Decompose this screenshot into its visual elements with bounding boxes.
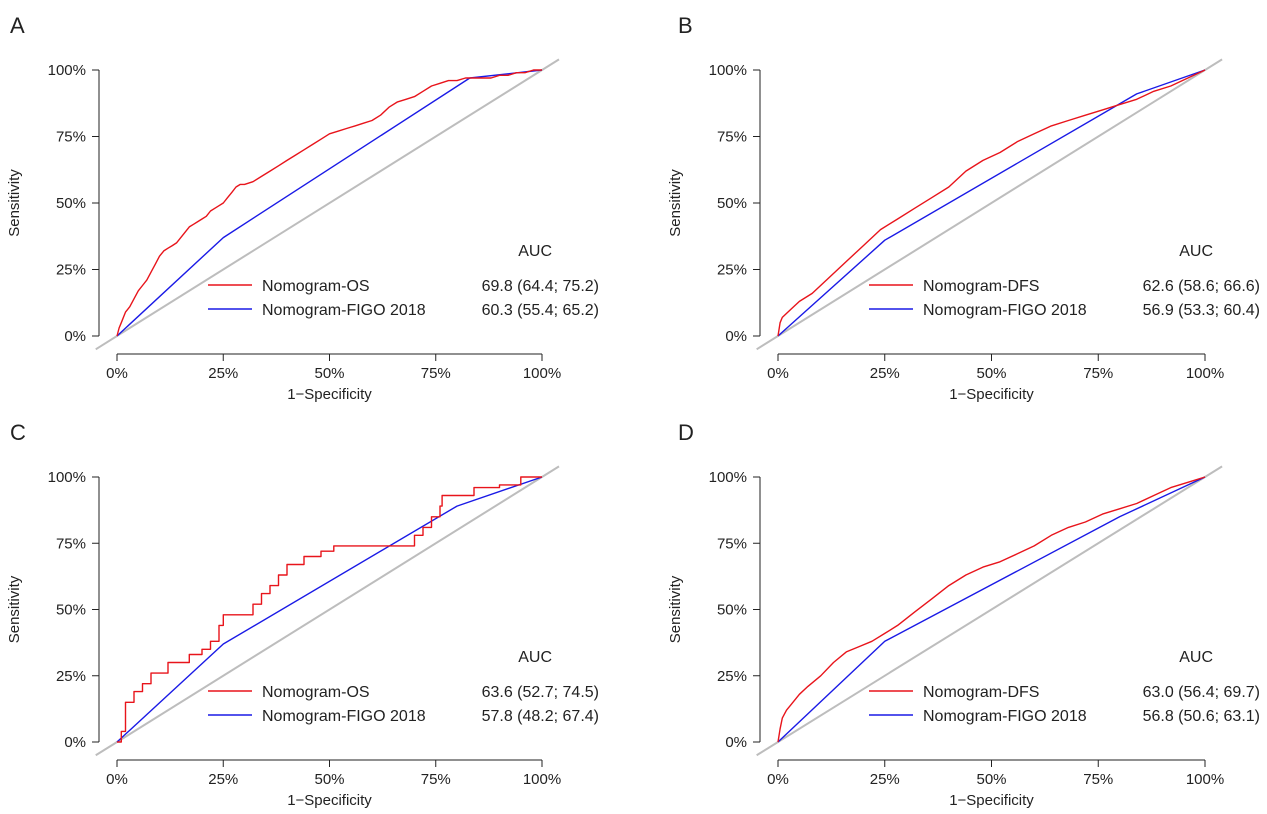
panel-b: B 0% 25% 50% 75% 100% 0% 25% 50% 75% 100% 1−Specifi…	[667, 13, 1260, 403]
y-tick-label: 0%	[64, 328, 86, 345]
series-line-nomogram	[116, 69, 542, 337]
x-tick-label: 75%	[421, 365, 451, 382]
legend-label: Nomogram-OS	[262, 684, 370, 701]
series-line-figo	[777, 476, 1206, 743]
x-tick-label: 75%	[1083, 365, 1113, 382]
x-tick-label: 25%	[208, 365, 238, 382]
y-tick-label: 75%	[717, 129, 747, 146]
legend-auc-value: 60.3 (55.4; 65.2)	[482, 302, 599, 319]
panel-letter: C	[10, 420, 26, 445]
y-tick-label: 0%	[64, 734, 86, 751]
y-tick-label: 100%	[48, 62, 86, 79]
x-tick-label: 0%	[106, 771, 128, 788]
y-tick-label: 50%	[56, 195, 86, 212]
x-tick-label: 75%	[1083, 771, 1113, 788]
panel-a: A 0% 25% 50% 75% 100% 0% 25% 50% 75% 100% 1−Specifi…	[6, 13, 599, 403]
y-tick-label: 50%	[717, 602, 747, 619]
y-axis-label: Sensitivity	[6, 169, 23, 237]
diagonal-reference-line	[95, 58, 560, 351]
y-tick-label: 75%	[56, 129, 86, 146]
x-tick-label: 100%	[1186, 365, 1224, 382]
legend-label: Nomogram-FIGO 2018	[923, 708, 1087, 725]
y-tick-label: 100%	[709, 62, 747, 79]
y-tick-label: 100%	[709, 469, 747, 486]
y-tick-label: 75%	[717, 535, 747, 552]
legend-auc-value: 63.6 (52.7; 74.5)	[482, 684, 599, 701]
legend-label: Nomogram-FIGO 2018	[923, 302, 1087, 319]
y-tick-label: 0%	[725, 328, 747, 345]
legend-auc-value: 57.8 (48.2; 67.4)	[482, 708, 599, 725]
series-line-nomogram	[777, 476, 1206, 743]
x-tick-label: 25%	[208, 771, 238, 788]
legend-label: Nomogram-FIGO 2018	[262, 302, 426, 319]
x-axis-label: 1−Specificity	[287, 792, 372, 809]
legend-header: AUC	[518, 649, 552, 666]
diagonal-reference-line	[95, 465, 560, 757]
series-line-figo	[116, 69, 543, 337]
y-tick-label: 100%	[48, 469, 86, 486]
x-tick-label: 100%	[1186, 771, 1224, 788]
diagonal-reference-line	[756, 58, 1223, 351]
legend-header: AUC	[1179, 243, 1213, 260]
panel-d: D 0% 25% 50% 75% 100% 0% 25% 50% 75% 100% 1−Specifi…	[667, 420, 1260, 809]
x-tick-label: 50%	[976, 365, 1006, 382]
series-line-nomogram	[777, 69, 1206, 337]
x-tick-label: 50%	[314, 771, 344, 788]
legend-label: Nomogram-FIGO 2018	[262, 708, 426, 725]
panel-letter: D	[678, 420, 694, 445]
x-tick-label: 75%	[421, 771, 451, 788]
y-tick-label: 25%	[717, 668, 747, 685]
legend-header: AUC	[518, 243, 552, 260]
y-axis-label: Sensitivity	[667, 575, 684, 643]
diagonal-reference-line	[756, 465, 1223, 757]
legend-auc-value: 69.8 (64.4; 75.2)	[482, 278, 599, 295]
x-tick-label: 100%	[523, 365, 561, 382]
x-tick-label: 0%	[767, 365, 789, 382]
y-tick-label: 75%	[56, 535, 86, 552]
x-axis-label: 1−Specificity	[949, 386, 1034, 403]
x-axis-label: 1−Specificity	[949, 792, 1034, 809]
y-tick-label: 50%	[56, 602, 86, 619]
y-tick-label: 0%	[725, 734, 747, 751]
panel-c: C 0% 25% 50% 75% 100% 0% 25% 50% 75% 100% 1−Specifi…	[6, 420, 599, 809]
series-line-figo	[777, 69, 1206, 337]
legend-label: Nomogram-DFS	[923, 278, 1039, 295]
x-tick-label: 25%	[870, 771, 900, 788]
y-tick-label: 25%	[56, 262, 86, 279]
y-axis-label: Sensitivity	[667, 169, 684, 237]
legend-auc-value: 63.0 (56.4; 69.7)	[1143, 684, 1260, 701]
legend-label: Nomogram-DFS	[923, 684, 1039, 701]
x-tick-label: 25%	[870, 365, 900, 382]
x-tick-label: 50%	[314, 365, 344, 382]
x-axis-label: 1−Specificity	[287, 386, 372, 403]
legend-auc-value: 56.8 (50.6; 63.1)	[1143, 708, 1260, 725]
panel-letter: A	[10, 13, 25, 38]
y-axis-label: Sensitivity	[6, 575, 23, 643]
x-tick-label: 100%	[523, 771, 561, 788]
legend-auc-value: 56.9 (53.3; 60.4)	[1143, 302, 1260, 319]
series-line-nomogram	[117, 476, 542, 743]
y-tick-label: 25%	[56, 668, 86, 685]
legend-auc-value: 62.6 (58.6; 66.6)	[1143, 278, 1260, 295]
legend-label: Nomogram-OS	[262, 278, 370, 295]
x-tick-label: 50%	[976, 771, 1006, 788]
panel-letter: B	[678, 13, 693, 38]
legend-header: AUC	[1179, 649, 1213, 666]
y-tick-label: 50%	[717, 195, 747, 212]
x-tick-label: 0%	[767, 771, 789, 788]
y-tick-label: 25%	[717, 262, 747, 279]
series-line-figo	[116, 476, 543, 743]
x-tick-label: 0%	[106, 365, 128, 382]
